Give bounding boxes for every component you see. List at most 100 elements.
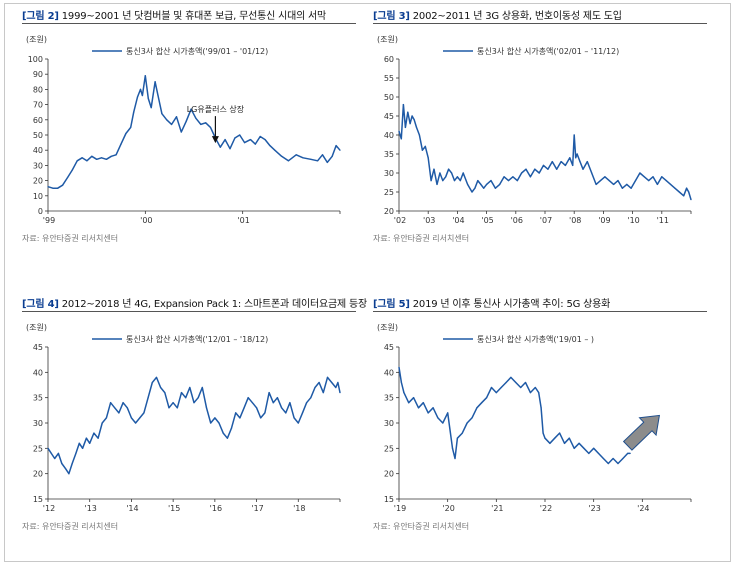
data-point bbox=[398, 366, 400, 368]
data-point bbox=[602, 457, 604, 460]
data-point bbox=[534, 386, 536, 389]
x-tick-label: '01 bbox=[237, 216, 249, 225]
data-point bbox=[114, 407, 116, 409]
y-tick-label: 60 bbox=[384, 55, 394, 64]
data-point bbox=[285, 412, 287, 414]
data-point bbox=[201, 386, 203, 389]
legend-label: 통신3사 합산 시가총액('19/01 – ) bbox=[477, 334, 594, 344]
data-point bbox=[674, 187, 676, 189]
data-point bbox=[599, 180, 602, 182]
data-point bbox=[172, 402, 174, 404]
data-point bbox=[339, 392, 341, 394]
trend-arrow-icon bbox=[622, 414, 661, 451]
data-point bbox=[477, 180, 479, 182]
data-point bbox=[219, 146, 221, 148]
data-point bbox=[576, 153, 578, 155]
data-point bbox=[608, 180, 610, 182]
data-point bbox=[551, 161, 553, 163]
data-point bbox=[445, 176, 447, 178]
data-point bbox=[78, 442, 80, 444]
data-point bbox=[411, 115, 413, 117]
chart-title: [그림 3] 2002~2011 년 3G 상용화, 번호이동성 제도 도입 bbox=[373, 7, 622, 22]
data-point bbox=[166, 119, 168, 121]
line-chart: (조원) 통신3사 합산 시가총액('02/01 – '11/12) 20 25 30 3… bbox=[377, 35, 692, 225]
data-point bbox=[451, 172, 453, 174]
y-tick-label: 30 bbox=[384, 419, 394, 428]
data-point bbox=[244, 142, 246, 144]
data-point bbox=[453, 180, 456, 182]
data-point bbox=[122, 402, 124, 404]
y-tick-label: 20 bbox=[33, 470, 43, 479]
chart-title: [그림 5] 2019 년 이후 통신사 시가총액 추이: 5G 상용화 bbox=[373, 295, 610, 310]
x-tick-label: '18 bbox=[293, 504, 305, 513]
data-point bbox=[54, 457, 56, 460]
x-tick-label: '14 bbox=[126, 504, 138, 513]
y-tick-label: 15 bbox=[384, 495, 394, 504]
data-point bbox=[82, 447, 84, 449]
data-point bbox=[339, 149, 341, 151]
data-point bbox=[195, 117, 197, 119]
data-point bbox=[564, 164, 566, 166]
x-tick-label: '05 bbox=[481, 216, 493, 225]
x-tick-label: '10 bbox=[627, 216, 639, 225]
data-point bbox=[150, 107, 152, 109]
title-rule bbox=[373, 23, 707, 24]
data-point bbox=[310, 158, 312, 160]
data-point bbox=[588, 452, 590, 454]
data-point bbox=[500, 386, 502, 389]
data-point bbox=[289, 402, 291, 404]
data-point bbox=[239, 134, 241, 136]
data-point bbox=[214, 417, 216, 419]
data-point bbox=[171, 123, 173, 125]
source-note: 자료: 유안타증권 리서치센터 bbox=[373, 522, 470, 531]
data-point bbox=[690, 199, 692, 201]
y-tick-label: 90 bbox=[33, 70, 43, 79]
y-tick-label: 45 bbox=[33, 343, 43, 352]
data-point bbox=[209, 126, 212, 128]
data-point bbox=[525, 168, 527, 170]
x-tick-label: '23 bbox=[588, 504, 600, 513]
data-point bbox=[96, 158, 98, 160]
x-tick-label: '16 bbox=[210, 504, 222, 513]
data-point bbox=[433, 168, 435, 170]
data-point bbox=[421, 149, 423, 151]
figure-title-text: 2012~2018 년 4G, Expansion Pack 1: 스마트폰과 … bbox=[61, 299, 367, 310]
y-tick-label: 20 bbox=[384, 207, 394, 216]
y-tick-label: 30 bbox=[33, 161, 43, 170]
data-point bbox=[400, 138, 402, 140]
data-point bbox=[293, 417, 295, 419]
y-tick-label: 20 bbox=[384, 470, 394, 479]
data-point bbox=[125, 132, 127, 135]
y-tick-label: 50 bbox=[384, 93, 394, 102]
data-point bbox=[205, 122, 207, 124]
data-point bbox=[516, 180, 518, 182]
data-point bbox=[243, 407, 245, 409]
data-point bbox=[630, 187, 632, 189]
data-point bbox=[499, 183, 501, 185]
data-point bbox=[302, 157, 304, 159]
data-point bbox=[430, 180, 432, 182]
x-tick-label: '20 bbox=[442, 504, 454, 513]
data-point bbox=[260, 417, 262, 419]
data-point bbox=[256, 407, 258, 409]
data-point bbox=[85, 437, 87, 439]
data-point bbox=[593, 447, 595, 449]
data-point bbox=[147, 397, 149, 399]
data-point bbox=[335, 145, 337, 147]
data-point bbox=[480, 183, 482, 185]
data-point bbox=[413, 397, 415, 399]
data-point bbox=[100, 157, 103, 159]
y-axis-unit-label: (조원) bbox=[377, 35, 398, 44]
chart-panel-4: [그림 5] 2019 년 이후 통신사 시가총액 추이: 5G 상용화 (조원)… bbox=[373, 295, 729, 565]
data-point bbox=[422, 402, 424, 404]
data-point bbox=[141, 94, 143, 97]
y-tick-label: 40 bbox=[33, 368, 43, 377]
data-point bbox=[402, 104, 404, 106]
data-point bbox=[404, 126, 406, 128]
data-point bbox=[185, 397, 187, 399]
annotation-label: LG유플러스 상장 bbox=[187, 104, 245, 114]
figure-title-text: 2002~2011 년 3G 상용화, 번호이동성 제도 도입 bbox=[412, 11, 622, 22]
y-tick-label: 40 bbox=[33, 146, 43, 155]
x-tick-label: '15 bbox=[168, 504, 180, 513]
data-point bbox=[235, 412, 237, 414]
